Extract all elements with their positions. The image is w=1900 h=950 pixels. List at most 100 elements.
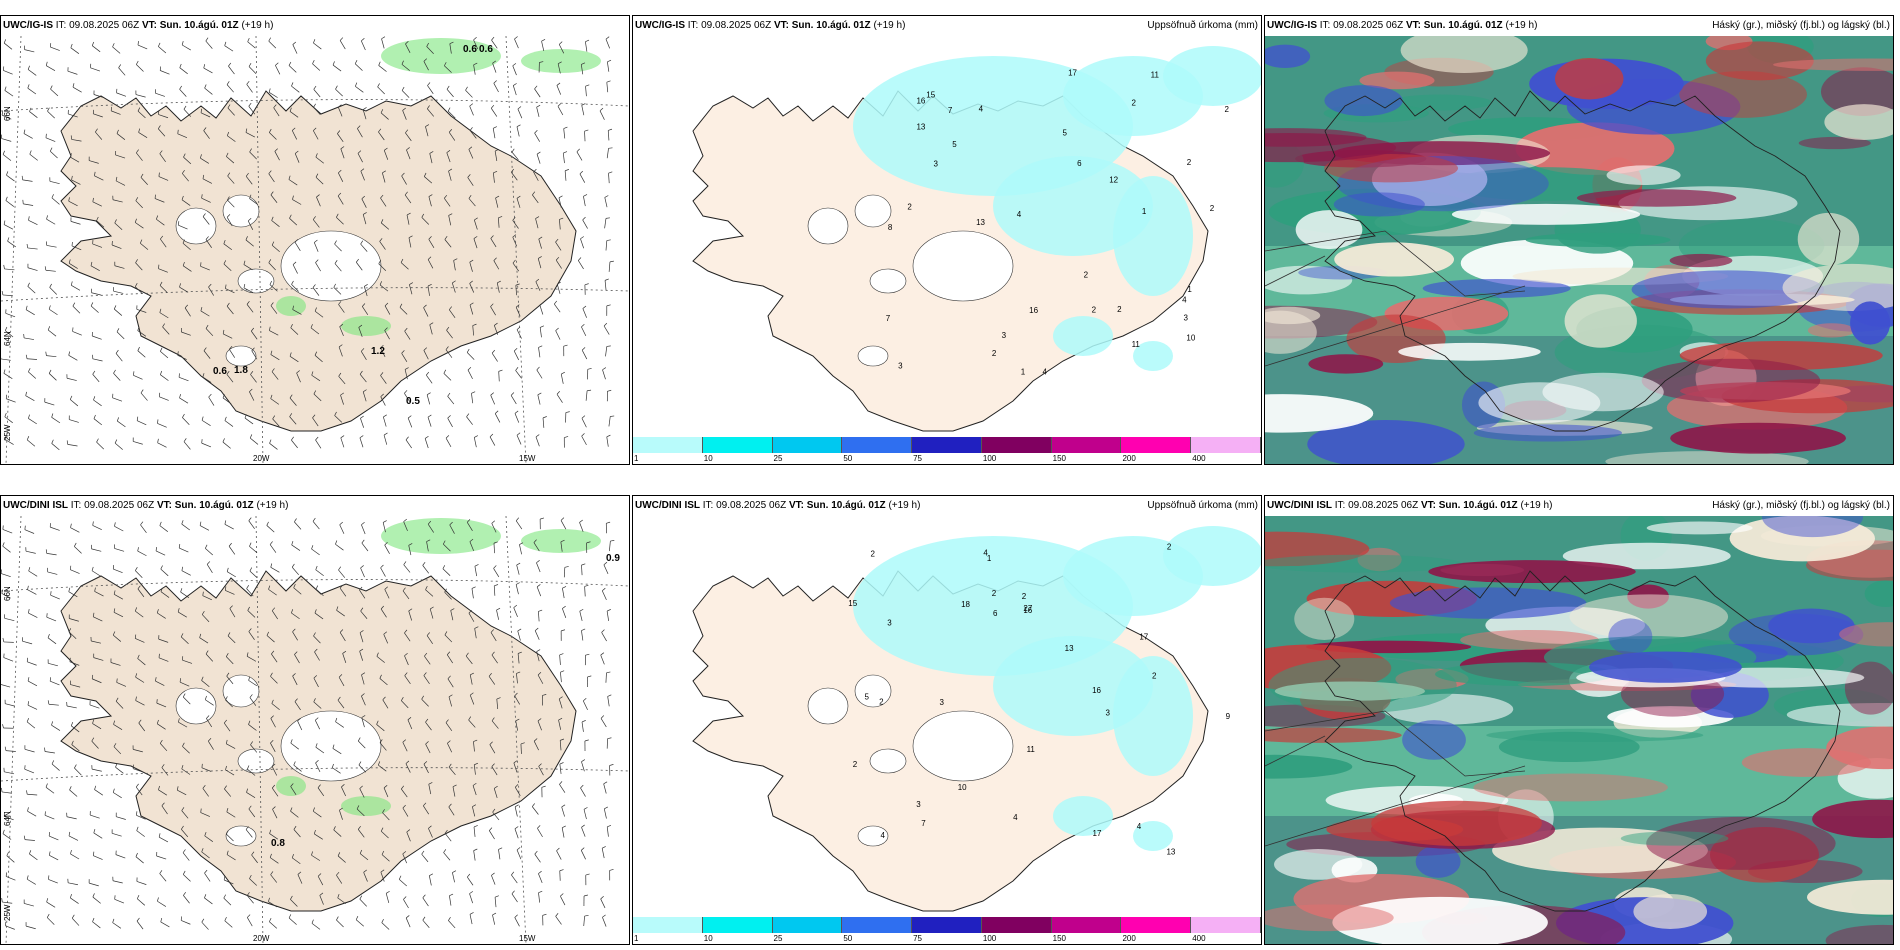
cloud-patch <box>1798 136 1871 150</box>
precip-area <box>993 156 1153 256</box>
panel-header: UWC/IG-IS IT: 09.08.2025 06Z VT: Sun. 10… <box>1265 16 1893 36</box>
cloud-patch <box>1633 893 1708 929</box>
legend-tick: 100 <box>982 934 997 943</box>
legend-tick: 150 <box>1052 934 1067 943</box>
header-it-prefix: IT: <box>687 20 699 31</box>
precip-value-label: 16 <box>1029 306 1038 315</box>
cloud-patch <box>1589 651 1742 683</box>
cloud-patch <box>1268 657 1457 713</box>
legend-tick: 1 <box>634 454 639 463</box>
legend-tick: 75 <box>913 454 923 463</box>
cloud-patch <box>1812 799 1893 839</box>
glacier-shape <box>869 748 907 774</box>
cloud-patch <box>1415 845 1461 878</box>
cloud-patch <box>1564 294 1637 348</box>
wind-value-label: 0.9 <box>606 553 620 564</box>
axis-label-lat66: 66N <box>3 106 12 121</box>
precip-value-label: 2 <box>1152 671 1157 680</box>
axis-label-lon15: 15W <box>519 934 536 943</box>
axis-label-lon15: 15W <box>519 454 536 463</box>
precip-value-label: 17 <box>1139 632 1148 641</box>
cloud-patch <box>1705 41 1814 81</box>
header-it: 09.08.2025 06Z <box>1333 20 1404 31</box>
glacier-shape <box>912 710 1014 782</box>
precip-value-label: 2 <box>992 349 997 358</box>
precip-value-label: 5 <box>952 140 957 149</box>
header-vt: Sun. 10.ágú. 01Z <box>174 500 254 511</box>
header-it-prefix: IT: <box>1334 500 1346 511</box>
precip-value-label: 3 <box>898 361 903 370</box>
precip-value-label: 7 <box>948 106 953 115</box>
precip-legend: 1 10 25 50 75 100 150 200 400 <box>633 916 1261 944</box>
cloud-patch <box>1525 232 1671 248</box>
cloud-patch <box>1554 57 1624 100</box>
cloud-patch <box>1515 122 1675 175</box>
precip-value-label: 3 <box>933 160 938 169</box>
cloud-patch <box>1669 253 1733 268</box>
light-precip-area <box>521 529 601 553</box>
precip-area <box>1053 316 1113 356</box>
header-it-prefix: IT: <box>55 20 67 31</box>
glacier-shape <box>237 268 275 294</box>
precip-value-label: 3 <box>1105 708 1110 717</box>
cloud-patch <box>1797 212 1860 266</box>
precip-value-label: 1 <box>987 554 992 563</box>
header-it: 09.08.2025 06Z <box>69 20 140 31</box>
header-it: 09.08.2025 06Z <box>716 500 787 511</box>
glacier-shape <box>857 825 889 847</box>
cloud-patch <box>1478 382 1601 424</box>
wind-barbs <box>1 517 615 930</box>
precip-value-label: 15 <box>926 90 935 99</box>
precip-value-label: 4 <box>979 105 984 114</box>
precip-area <box>1163 526 1261 586</box>
cloud-patch <box>1265 133 1397 163</box>
legend-swatch <box>1121 437 1192 453</box>
precip-value-label: 17 <box>1093 829 1102 838</box>
cloud-patch <box>1324 154 1459 183</box>
longitude-line <box>255 36 264 464</box>
cloud-patch <box>1359 71 1435 90</box>
header-vt-prefix: VT: <box>156 500 172 511</box>
wind-barbs <box>1 36 615 451</box>
cloud-patch <box>1824 104 1893 140</box>
precip-value-label: 2 <box>907 203 912 212</box>
header-model: UWC/DINI ISL <box>635 500 700 511</box>
axis-label-lon20: 20W <box>253 454 270 463</box>
precip-value-label: 7 <box>921 819 926 828</box>
precip-area <box>993 636 1153 736</box>
legend-swatch <box>633 437 703 453</box>
longitude-line <box>505 36 527 464</box>
glacier-shape <box>807 207 849 245</box>
header-lead: (+19 h) <box>873 20 906 31</box>
cloud-patch <box>1773 58 1893 71</box>
header-vt-prefix: VT: <box>141 20 157 31</box>
cloud-patch <box>1826 726 1893 770</box>
cloud-patch <box>1768 608 1855 644</box>
light-precip-area <box>521 49 601 73</box>
header-lead: (+19 h) <box>1505 20 1538 31</box>
precip-value-label: 4 <box>1182 296 1187 305</box>
legend-tick: 10 <box>703 454 713 463</box>
cloud-patch <box>1679 71 1807 118</box>
glacier-shape <box>807 687 849 725</box>
legend-tick: 75 <box>913 934 923 943</box>
precip-value-label: 6 <box>1077 159 1082 168</box>
cloud-patch <box>1274 849 1363 880</box>
cloud-patch <box>1606 165 1681 186</box>
precip-value-label: 3 <box>916 800 921 809</box>
cloud-patch <box>1389 587 1587 619</box>
precip-value-label: 2 <box>1132 98 1137 107</box>
cloud-patch <box>1607 706 1734 728</box>
axis-label-lat66: 66N <box>3 586 12 601</box>
light-precip-area <box>276 296 306 316</box>
precip-value-label: 6 <box>993 609 998 618</box>
precip-value-label: 2 <box>1210 204 1215 213</box>
cloud-patch <box>1265 265 1353 295</box>
glacier-shape <box>175 687 217 725</box>
precip-area <box>1133 821 1173 851</box>
precip-area <box>1163 46 1261 106</box>
header-lead: (+19 h) <box>1520 500 1553 511</box>
cloud-patch <box>1333 192 1425 217</box>
light-precip-area <box>381 518 501 554</box>
precip-value-label: 13 <box>916 122 925 131</box>
